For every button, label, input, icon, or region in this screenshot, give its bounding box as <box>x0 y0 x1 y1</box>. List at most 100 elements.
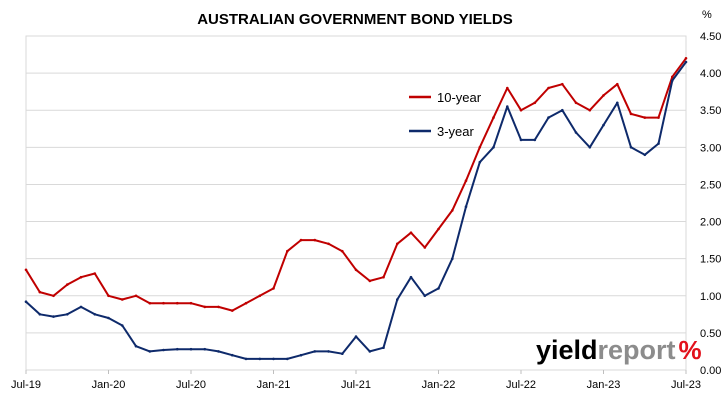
data-point <box>478 146 482 149</box>
data-point <box>588 108 592 112</box>
data-point <box>671 75 674 79</box>
logo-text-yield: yield <box>536 335 598 365</box>
data-point <box>547 116 550 119</box>
data-point <box>148 301 152 305</box>
data-point <box>519 138 523 142</box>
data-point <box>231 353 234 357</box>
data-point <box>396 298 399 301</box>
data-point <box>341 352 344 356</box>
data-point <box>299 238 303 242</box>
data-point <box>299 353 303 357</box>
data-point <box>629 146 633 149</box>
data-point <box>134 344 138 348</box>
data-point <box>66 313 69 316</box>
plot-area-frame <box>25 35 687 371</box>
y-tick-label: 2.50 <box>700 179 721 191</box>
data-point <box>643 153 647 157</box>
data-point <box>382 275 385 279</box>
data-point <box>66 283 69 286</box>
yieldreport-logo: yieldreport% <box>536 335 702 365</box>
series-line-3-year <box>25 61 687 360</box>
data-point <box>657 116 660 119</box>
data-point <box>561 82 564 86</box>
x-tick-label: Jan-20 <box>92 379 126 391</box>
data-point <box>451 257 454 261</box>
legend: 10-year 3-year <box>409 90 482 139</box>
data-point <box>162 301 165 305</box>
x-tick-label: Jul-22 <box>506 379 536 391</box>
data-point <box>561 108 564 112</box>
data-point <box>313 350 317 353</box>
data-point <box>162 348 165 352</box>
x-tick-label: Jul-19 <box>11 379 41 391</box>
data-point <box>38 290 42 294</box>
data-point <box>368 279 372 283</box>
legend-label: 3-year <box>437 124 475 139</box>
data-point <box>506 86 509 90</box>
data-point <box>629 112 633 116</box>
data-point <box>574 101 578 105</box>
data-point <box>107 294 110 298</box>
data-point <box>231 309 234 312</box>
logo-text-report: report <box>598 335 676 365</box>
y-tick-label: 1.50 <box>700 254 721 266</box>
data-point <box>492 116 495 119</box>
data-point <box>176 301 179 305</box>
data-point <box>203 347 207 351</box>
data-point <box>286 357 289 361</box>
y-tick-label: 0.00 <box>700 365 721 377</box>
data-point <box>396 242 399 246</box>
data-point <box>189 347 193 351</box>
data-point <box>121 298 124 301</box>
data-point <box>217 350 220 353</box>
data-point <box>24 268 28 272</box>
logo-text-percent: % <box>679 335 702 365</box>
data-point <box>327 350 330 353</box>
x-axis: Jul-19 Jan-20 Jul-20 Jan-21 Jul-21 Jan-22 Jul-… <box>11 370 701 391</box>
data-point <box>657 142 660 145</box>
data-point <box>272 287 275 290</box>
data-point <box>602 94 605 97</box>
y-axis: 0.00 0.50 1.00 1.50 2.00 2.50 3.00 3.50 4.00 4.50 <box>700 31 721 377</box>
data-point <box>547 86 550 90</box>
x-tick-label: Jul-21 <box>341 379 371 391</box>
data-point <box>217 305 220 309</box>
data-point <box>148 350 152 353</box>
y-tick-label: 4.00 <box>700 68 721 80</box>
data-point <box>588 146 592 149</box>
data-point <box>464 205 468 208</box>
x-tick-label: Jul-23 <box>671 379 701 391</box>
data-point <box>519 108 523 112</box>
data-point <box>602 123 605 127</box>
data-point <box>506 105 509 108</box>
data-point <box>354 268 358 272</box>
legend-label: 10-year <box>437 90 482 105</box>
y-tick-label: 3.50 <box>700 105 721 117</box>
data-point <box>134 294 138 298</box>
data-point <box>533 138 537 142</box>
x-tick-label: Jan-22 <box>422 379 456 391</box>
data-point <box>451 209 454 212</box>
data-point <box>341 249 344 253</box>
data-point <box>38 313 42 316</box>
data-point <box>478 160 482 164</box>
data-point <box>616 82 619 86</box>
data-point <box>93 272 97 275</box>
data-point <box>684 57 688 60</box>
data-point <box>382 346 385 350</box>
yieldreport-wordmark: yieldreport% <box>536 335 702 365</box>
data-point <box>409 275 413 279</box>
data-point <box>368 350 372 353</box>
chart-title: AUSTRALIAN GOVERNMENT BOND YIELDS <box>197 11 513 28</box>
data-point <box>286 249 289 253</box>
data-point <box>313 238 317 242</box>
data-point <box>272 357 275 361</box>
data-point <box>409 231 413 234</box>
y-axis-unit-label: % <box>702 9 712 21</box>
x-tick-label: Jan-21 <box>257 379 291 391</box>
data-point <box>574 131 578 134</box>
data-point <box>107 316 110 320</box>
data-point <box>437 287 440 290</box>
